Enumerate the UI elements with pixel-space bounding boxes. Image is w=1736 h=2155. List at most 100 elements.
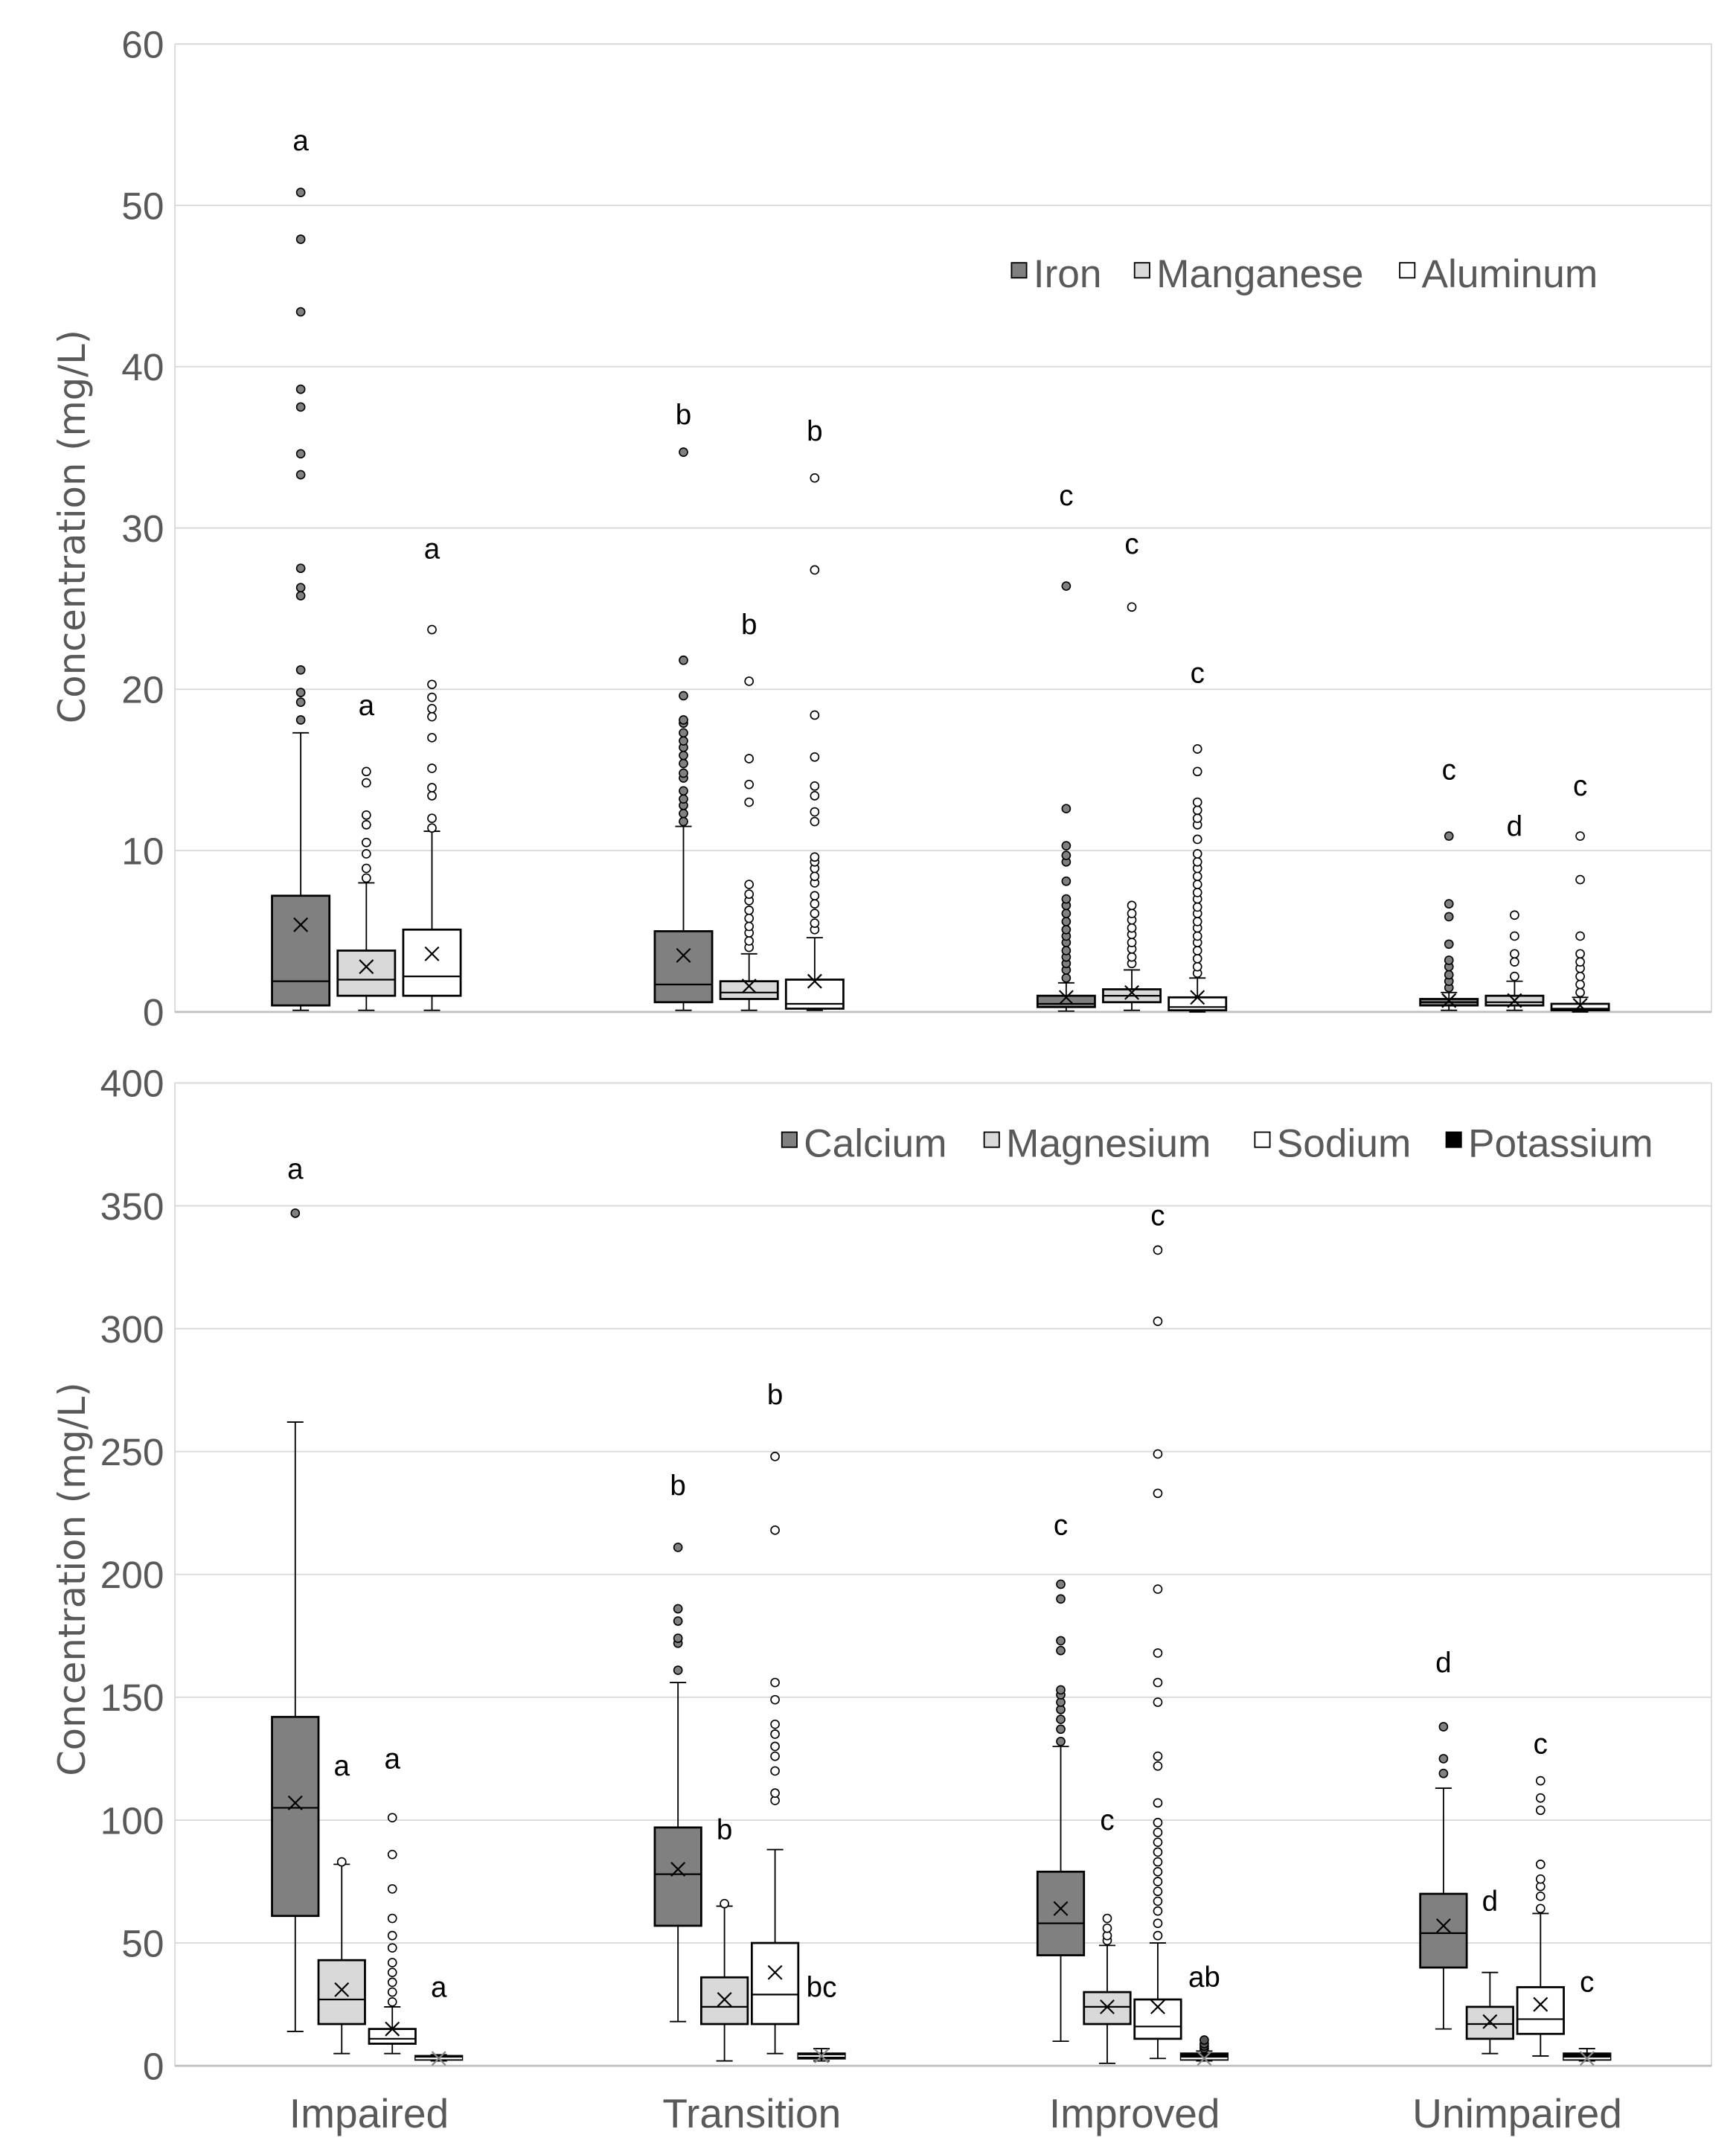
outlier-point: [810, 871, 820, 882]
box-calcium-transition: b: [653, 1470, 702, 2023]
box-iqr: [317, 1959, 366, 2026]
outlier-point: [1056, 1636, 1066, 1646]
outlier-point: [1510, 931, 1519, 941]
outlier-point: [1192, 871, 1202, 882]
outlier-point: [744, 779, 755, 790]
outlier-point: [1061, 876, 1072, 886]
box-iqr: [1133, 1998, 1182, 2040]
y-tick-label: 200: [100, 1553, 164, 1596]
y-tick-label: 50: [121, 184, 164, 227]
outlier-point: [810, 852, 820, 862]
outlier-point: [679, 728, 688, 738]
outlier-point: [744, 754, 755, 763]
outlier-point: [1061, 973, 1072, 983]
outlier-point: [387, 1849, 397, 1860]
outlier-point: [1192, 766, 1202, 777]
outlier-point: [679, 736, 688, 746]
legend-swatch-potassium: [1445, 1131, 1462, 1148]
outlier-point: [1192, 813, 1202, 824]
mean-marker: [1124, 984, 1140, 1000]
outlier-point: [1575, 874, 1585, 885]
outlier-point: [810, 791, 820, 801]
outlier-point: [1575, 831, 1585, 841]
outlier-point: [1127, 923, 1137, 933]
y-tick-label: 60: [121, 23, 164, 66]
box-aluminum-impaired: a: [402, 534, 462, 1011]
outlier-point: [1061, 909, 1072, 918]
outlier-point: [1061, 804, 1072, 814]
y-tick-label: 250: [100, 1430, 164, 1473]
outlier-point: [387, 1958, 397, 1967]
outlier-point: [1192, 953, 1202, 964]
outlier-point: [770, 1766, 780, 1776]
outlier-point: [295, 470, 306, 480]
outlier-point: [427, 763, 437, 773]
significance-letter: bc: [807, 1971, 837, 2003]
outlier-point: [1510, 949, 1519, 959]
mean-marker: [717, 1992, 732, 2007]
outlier-point: [295, 449, 306, 459]
outlier-point: [1438, 1754, 1449, 1764]
box-aluminum-unimpaired: c: [1550, 770, 1610, 1014]
outlier-point: [1153, 1817, 1163, 1828]
mean-marker: [287, 1795, 303, 1810]
outlier-point: [1056, 1724, 1066, 1735]
x-tick-label: Transition: [662, 2090, 841, 2136]
significance-letter: c: [1054, 1510, 1068, 1542]
outlier-point: [1192, 902, 1202, 912]
mean-marker: [334, 1982, 350, 1997]
box-iron-unimpaired: c: [1419, 755, 1479, 1011]
box-sodium-transition: b: [750, 1380, 800, 2055]
significance-letter: c: [1100, 1805, 1114, 1837]
mean-marker: [1482, 2014, 1498, 2029]
y-tick-label: 20: [121, 668, 164, 711]
outlier-point: [387, 1884, 397, 1894]
outlier-point: [1153, 1906, 1163, 1916]
legend-swatch-sodium: [1254, 1131, 1271, 1148]
outlier-point: [1575, 931, 1585, 941]
outlier-point: [810, 909, 820, 918]
outlier-point: [427, 823, 437, 833]
outlier-point: [1444, 899, 1454, 909]
mean-marker: [1579, 2051, 1595, 2066]
box-iqr: [700, 1976, 749, 2026]
outlier-point: [1127, 900, 1137, 911]
outlier-point: [427, 679, 437, 690]
outlier-point: [810, 807, 820, 817]
outlier-point: [770, 1677, 780, 1688]
y-tick-label: 150: [100, 1676, 164, 1719]
box-magnesium-improved: c: [1083, 1805, 1132, 2064]
outlier-point: [1575, 949, 1585, 959]
x-tick-label: Unimpaired: [1412, 2090, 1622, 2136]
outlier-point: [387, 1987, 397, 1997]
box-sodium-impaired: a: [368, 1743, 417, 2055]
mean-marker: [1058, 990, 1074, 1005]
mean-marker: [293, 917, 309, 932]
box-iqr: [1516, 1986, 1565, 2035]
outlier-point: [1153, 1886, 1163, 1897]
outlier-point: [679, 768, 688, 778]
significance-letter: b: [741, 609, 757, 641]
outlier-point: [1535, 1874, 1546, 1884]
outlier-point: [679, 808, 688, 819]
outlier-point: [361, 849, 371, 859]
box-magnesium-impaired: a: [317, 1750, 366, 2055]
box-magnesium-unimpaired: d: [1465, 1886, 1514, 2055]
outlier-point: [1575, 979, 1585, 990]
box-iqr: [1465, 2005, 1514, 2040]
outlier-point: [673, 1604, 683, 1614]
legend-label-aluminum: Aluminum: [1421, 252, 1598, 296]
outlier-point: [1444, 970, 1454, 980]
outlier-point: [1153, 1930, 1163, 1941]
legend-swatch-iron: [1010, 262, 1028, 279]
significance-letter: c: [1534, 1728, 1548, 1760]
legend-label-magnesium: Magnesium: [1006, 1122, 1211, 1166]
outlier-point: [290, 1208, 301, 1218]
outlier-point: [1153, 1648, 1163, 1658]
outlier-point: [1153, 1828, 1163, 1837]
box-iqr: [336, 950, 397, 997]
outlier-point: [1192, 880, 1202, 889]
mean-marker: [741, 979, 757, 994]
chart-panel-2: 0 50 100 150 200 250 300 350 400 Concentration (m…: [51, 1062, 1712, 2136]
outlier-point: [295, 591, 306, 601]
